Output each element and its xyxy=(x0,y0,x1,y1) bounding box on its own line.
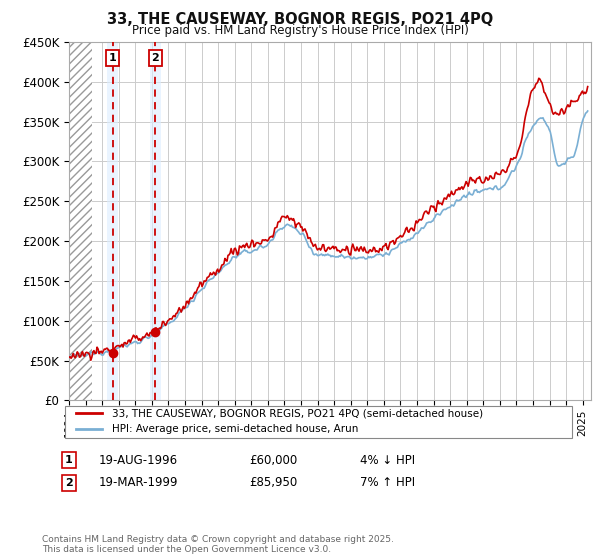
Text: 2: 2 xyxy=(151,53,159,63)
FancyBboxPatch shape xyxy=(65,406,572,438)
Text: 33, THE CAUSEWAY, BOGNOR REGIS, PO21 4PQ (semi-detached house): 33, THE CAUSEWAY, BOGNOR REGIS, PO21 4PQ… xyxy=(112,408,484,418)
Text: Price paid vs. HM Land Registry's House Price Index (HPI): Price paid vs. HM Land Registry's House … xyxy=(131,24,469,36)
Text: 7% ↑ HPI: 7% ↑ HPI xyxy=(360,476,415,489)
Text: 1: 1 xyxy=(109,53,116,63)
Text: 19-MAR-1999: 19-MAR-1999 xyxy=(99,476,179,489)
Text: £85,950: £85,950 xyxy=(249,476,297,489)
Text: HPI: Average price, semi-detached house, Arun: HPI: Average price, semi-detached house,… xyxy=(112,424,359,435)
Text: £60,000: £60,000 xyxy=(249,454,297,467)
Text: 1: 1 xyxy=(65,455,73,465)
Text: 4% ↓ HPI: 4% ↓ HPI xyxy=(360,454,415,467)
Bar xyxy=(69,42,92,400)
Text: 19-AUG-1996: 19-AUG-1996 xyxy=(99,454,178,467)
Text: 2: 2 xyxy=(65,478,73,488)
Text: 33, THE CAUSEWAY, BOGNOR REGIS, PO21 4PQ: 33, THE CAUSEWAY, BOGNOR REGIS, PO21 4PQ xyxy=(107,12,493,27)
Bar xyxy=(107,42,118,400)
Bar xyxy=(149,42,161,400)
Text: Contains HM Land Registry data © Crown copyright and database right 2025.
This d: Contains HM Land Registry data © Crown c… xyxy=(42,535,394,554)
